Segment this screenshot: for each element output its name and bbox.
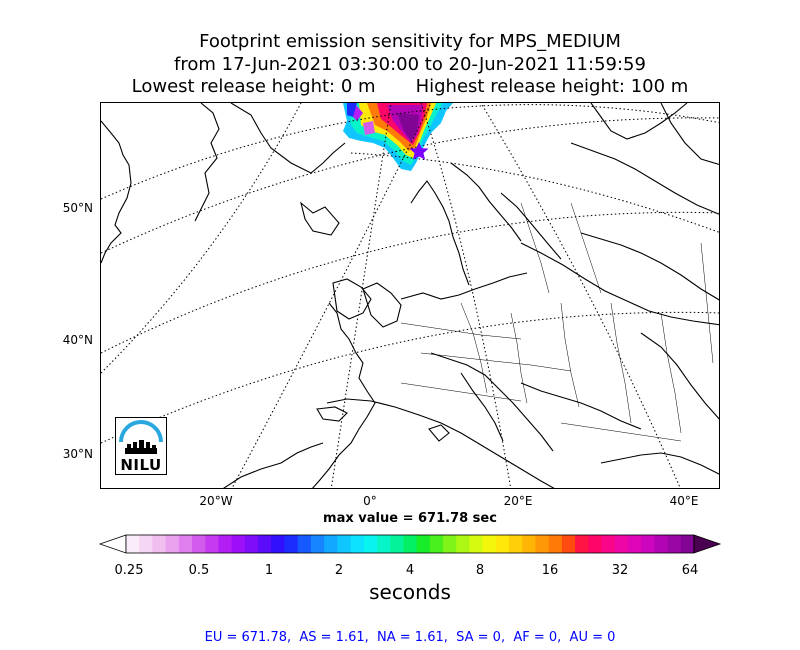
colorbar-segment	[403, 535, 418, 553]
region-totals: EU = 671.78, AS = 1.61, NA = 1.61, SA = …	[204, 630, 616, 645]
colorbar-segment	[654, 535, 669, 553]
star-icon	[409, 142, 429, 160]
colorbar-tick-2: 1	[264, 563, 274, 578]
chart-title-line-3: Lowest release height: 0 m Highest relea…	[131, 76, 689, 97]
colorbar-segment	[548, 535, 563, 553]
colorbar-segment	[416, 535, 431, 553]
nilu-logo: NILU	[115, 417, 167, 475]
colorbar	[98, 534, 722, 554]
country-borders	[400, 202, 714, 442]
coastlines	[101, 103, 719, 488]
colorbar-segment	[297, 535, 312, 553]
colorbar-tick-7: 32	[611, 563, 629, 578]
colorbar-segment	[627, 535, 642, 553]
colorbar-segment	[680, 535, 695, 553]
colorbar-segment	[588, 535, 603, 553]
chart-title-line-2: from 17-Jun-2021 03:30:00 to 20-Jun-2021…	[174, 54, 646, 75]
colorbar-segment	[667, 535, 682, 553]
colorbar-unit-label: seconds	[369, 580, 451, 604]
colorbar-tick-0: 0.25	[114, 563, 144, 578]
lon-label-20e: 20°E	[503, 494, 533, 508]
colorbar-segment	[363, 535, 378, 553]
colorbar-segment	[482, 535, 497, 553]
lon-label-40e: 40°E	[669, 494, 699, 508]
colorbar-segment	[456, 535, 470, 553]
colorbar-segment	[205, 535, 219, 553]
colorbar-segment	[231, 535, 246, 553]
max-value-label: max value = 671.78 sec	[323, 511, 497, 526]
colorbar-segment	[443, 535, 457, 553]
colorbar-segment	[376, 535, 391, 553]
colorbar-tick-1: 0.5	[188, 563, 210, 578]
graticule-lines	[101, 103, 719, 488]
colorbar-segment	[165, 535, 180, 553]
lon-label-0: 0°	[363, 494, 377, 508]
colorbar-segment	[641, 535, 655, 553]
colorbar-segment	[310, 535, 325, 553]
map-panel	[100, 102, 720, 489]
colorbar-tick-4: 4	[405, 563, 415, 578]
colorbar-segment	[575, 535, 589, 553]
lat-label-40n: 40°N	[62, 333, 93, 347]
colorbar-under-arrow	[98, 534, 127, 554]
colorbar-segment	[152, 535, 167, 553]
colorbar-segment	[350, 535, 365, 553]
lat-label-50n: 50°N	[62, 201, 93, 215]
colorbar-segment	[178, 535, 193, 553]
colorbar-segment	[139, 535, 153, 553]
colorbar-over-arrow	[693, 534, 722, 554]
lat-label-30n: 30°N	[62, 447, 93, 461]
colorbar-segment	[495, 535, 510, 553]
colorbar-segment	[337, 535, 352, 553]
colorbar-outline	[125, 534, 695, 554]
colorbar-segment	[258, 535, 272, 553]
colorbar-segment	[244, 535, 259, 553]
colorbar-segment	[271, 535, 286, 553]
colorbar-segment	[601, 535, 616, 553]
colorbar-segment	[126, 535, 140, 553]
colorbar-segment	[218, 535, 233, 553]
colorbar-segment	[324, 535, 338, 553]
colorbar-tick-5: 8	[475, 563, 485, 578]
colorbar-segment	[522, 535, 536, 553]
colorbar-tick-3: 2	[334, 563, 344, 578]
colorbar-segment	[429, 535, 444, 553]
colorbar-segment	[390, 535, 404, 553]
chart-title-line-1: Footprint emission sensitivity for MPS_M…	[199, 31, 621, 52]
colorbar-segment	[509, 535, 523, 553]
colorbar-segment	[535, 535, 550, 553]
colorbar-segment	[284, 535, 299, 553]
colorbar-segment	[469, 535, 484, 553]
colorbar-tick-6: 16	[541, 563, 559, 578]
colorbar-segment	[614, 535, 629, 553]
footprint-plume	[343, 103, 453, 171]
nilu-logo-graphic	[119, 420, 163, 454]
lon-label-20w: 20°W	[199, 494, 233, 508]
nilu-logo-text: NILU	[120, 456, 162, 474]
colorbar-segment	[561, 535, 576, 553]
colorbar-tick-8: 64	[681, 563, 699, 578]
colorbar-segment	[192, 535, 206, 553]
map-canvas	[101, 103, 719, 488]
